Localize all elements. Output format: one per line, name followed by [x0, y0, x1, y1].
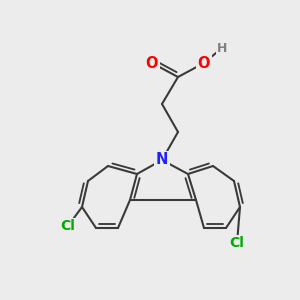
- Text: O: O: [146, 56, 158, 70]
- Text: N: N: [156, 152, 168, 167]
- Text: Cl: Cl: [230, 236, 244, 250]
- Text: H: H: [217, 41, 227, 55]
- Text: Cl: Cl: [61, 219, 75, 233]
- Text: O: O: [198, 56, 210, 70]
